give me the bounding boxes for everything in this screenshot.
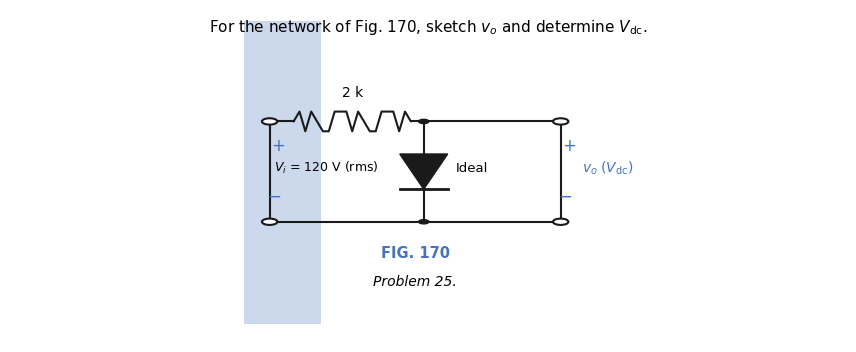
Text: $v_o\;(V_{\mathrm{dc}})$: $v_o\;(V_{\mathrm{dc}})$ [582, 159, 633, 177]
Text: −: − [267, 188, 281, 206]
Circle shape [553, 219, 568, 225]
Text: Problem 25.: Problem 25. [373, 275, 457, 289]
Text: FIG. 170: FIG. 170 [381, 246, 449, 262]
FancyBboxPatch shape [244, 21, 321, 324]
Polygon shape [400, 154, 448, 189]
Circle shape [262, 219, 277, 225]
Text: +: + [562, 137, 576, 155]
Text: Ideal: Ideal [456, 162, 489, 175]
Text: −: − [558, 188, 572, 206]
Text: $V_i$ = 120 V (rms): $V_i$ = 120 V (rms) [274, 160, 378, 176]
Circle shape [419, 119, 429, 124]
Text: 2 k: 2 k [342, 86, 363, 100]
Text: For the network of Fig. 170, sketch $v_o$ and determine $V_{\mathrm{dc}}$.: For the network of Fig. 170, sketch $v_o… [209, 18, 647, 37]
Circle shape [262, 118, 277, 125]
Circle shape [419, 220, 429, 224]
Text: +: + [271, 137, 285, 155]
Circle shape [553, 118, 568, 125]
